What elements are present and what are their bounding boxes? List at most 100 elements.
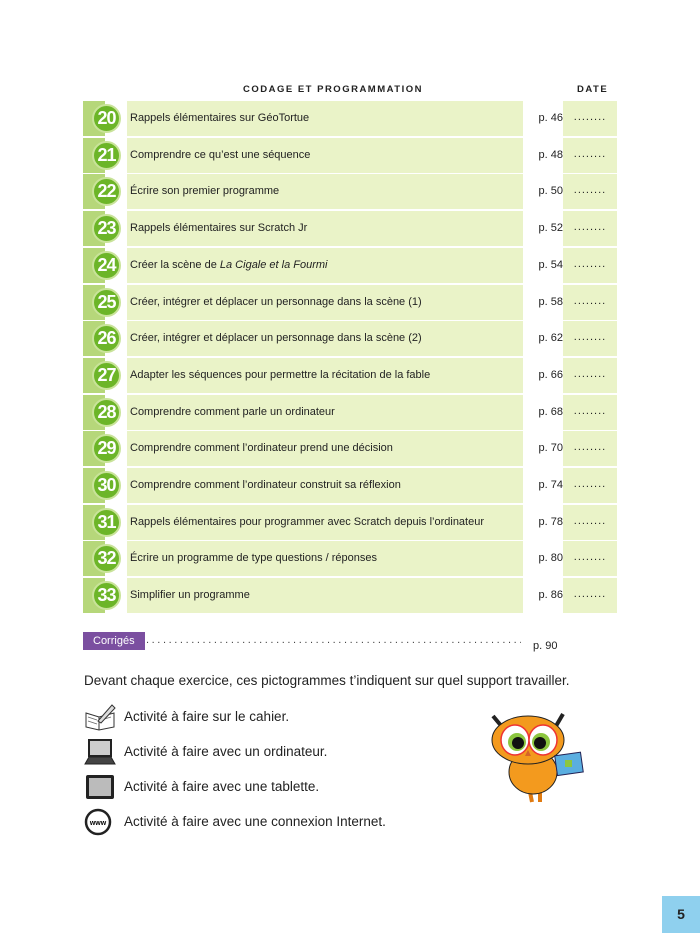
row-title-text: Rappels élémentaires pour programmer ave… [130,515,485,528]
row-number-badge: 30 [92,471,121,500]
row-date-field[interactable]: ........ [563,174,617,210]
row-number-badge: 22 [92,177,121,207]
toc-row[interactable]: 26 Créer, intégrer et déplacer un person… [83,321,617,357]
toc-row[interactable]: 20 Rappels élémentaires sur GéoTortue p.… [83,101,617,136]
row-title-text: Créer la scène de [130,258,220,271]
row-title[interactable]: Créer la scène de La Cigale et la Fourmi [127,247,523,283]
row-title-text: Rappels élémentaires sur GéoTortue [130,112,310,124]
row-page: p. 46 [538,112,563,124]
row-date-field[interactable]: ........ [563,247,617,283]
row-number-badge: 21 [92,140,121,170]
toc-row[interactable]: 29 Comprendre comment l’ordinateur prend… [83,431,617,467]
toc-row[interactable]: 32 Écrire un programme de type questions… [83,541,617,577]
row-page: p. 66 [538,368,563,381]
www-globe-icon: www [84,808,112,836]
row-page: p. 62 [538,332,563,345]
row-page: p. 78 [538,515,563,528]
row-title[interactable]: Écrire un programme de type questions / … [127,541,523,577]
row-date-field[interactable]: ........ [563,578,617,614]
row-number-badge: 29 [92,434,121,464]
toc-row[interactable]: 31 Rappels élémentaires pour programmer … [83,504,617,540]
legend-text: Activité à faire avec un ordinateur. [124,744,328,759]
notebook-pen-icon [85,704,116,731]
row-title-text: Écrire son premier programme [130,185,280,198]
row-title-text: Adapter les séquences pour permettre la … [130,368,431,381]
date-header: DATE [577,84,609,95]
row-number-badge: 25 [92,287,121,317]
legend-text: Activité à faire sur le cahier. [124,709,290,724]
legend-text: Activité à faire avec une connexion Inte… [124,814,386,829]
row-title-text: Comprendre comment l’ordinateur prend un… [130,442,393,455]
row-page: p. 74 [538,479,563,491]
intro-text: Devant chaque exercice, ces pictogrammes… [84,673,570,688]
owl-mascot-illustration [491,712,584,803]
row-date-field[interactable]: ........ [563,211,617,247]
row-number-badge: 24 [92,250,121,280]
row-title-text: Créer, intégrer et déplacer un personnag… [130,332,422,345]
row-title-italic: La Cigale et la Fourmi [219,258,328,271]
row-page: p. 52 [538,222,563,235]
row-date-field[interactable]: ........ [563,394,617,430]
row-number-badge: 20 [92,104,121,133]
row-title-text: Comprendre ce qu’est une séquence [130,148,311,161]
row-date-field[interactable]: ........ [563,137,617,173]
toc-row[interactable]: 27 Adapter les séquences pour permettre … [83,357,617,393]
tablet-icon [86,775,114,799]
row-title-text: Rappels élémentaires sur Scratch Jr [130,222,308,235]
toc-row[interactable]: 23 Rappels élémentaires sur Scratch Jr p… [83,211,617,247]
row-date-field[interactable]: ........ [563,541,617,577]
row-number-badge: 33 [92,581,121,611]
row-page: p. 58 [538,295,563,308]
row-page: p. 54 [538,258,563,271]
row-title[interactable]: Créer, intégrer et déplacer un personnag… [127,284,523,320]
row-title-text: Comprendre comment parle un ordinateur [130,405,335,418]
row-title[interactable]: Créer, intégrer et déplacer un personnag… [127,321,523,357]
row-title[interactable]: Simplifier un programme [127,578,523,614]
row-number-badge: 31 [92,507,121,537]
row-title[interactable]: Rappels élémentaires sur Scratch Jr [127,211,523,247]
toc-row[interactable]: 22 Écrire son premier programme p. 50 ..… [83,174,617,210]
row-number-badge: 32 [92,544,121,574]
svg-text:www: www [89,820,107,827]
corriges-label[interactable]: Corrigés [83,632,145,650]
row-title[interactable]: Écrire son premier programme [127,174,523,210]
row-title[interactable]: Comprendre comment parle un ordinateur [127,394,523,430]
legend-text: Activité à faire avec une tablette. [124,779,320,794]
row-title-text: Comprendre comment l’ordinateur construi… [130,479,401,491]
row-date-field[interactable]: ........ [563,357,617,393]
row-date-field[interactable]: ........ [563,431,617,467]
row-page: p. 80 [538,552,563,565]
toc-row[interactable]: 25 Créer, intégrer et déplacer un person… [83,284,617,320]
row-page: p. 48 [538,148,563,161]
row-date-field[interactable]: ........ [563,101,617,136]
toc-row[interactable]: 30 Comprendre comment l’ordinateur const… [83,468,617,503]
toc-row[interactable]: 28 Comprendre comment parle un ordinateu… [83,394,617,430]
laptop-icon [84,739,116,765]
row-number-badge: 23 [92,214,121,244]
corriges-page: p. 90 [533,640,558,652]
row-title[interactable]: Adapter les séquences pour permettre la … [127,357,523,393]
row-number-badge: 27 [92,360,121,390]
row-date-field[interactable]: ........ [563,321,617,357]
row-title[interactable]: Comprendre comment l’ordinateur construi… [127,468,523,503]
row-date-field[interactable]: ........ [563,468,617,503]
row-number-badge: 26 [92,324,121,354]
toc-row[interactable]: 33 Simplifier un programme p. 86 .......… [83,578,617,614]
row-page: p. 68 [538,405,563,418]
page-number: 5 [662,896,700,933]
row-title[interactable]: Rappels élémentaires pour programmer ave… [127,504,523,540]
row-title-text: Simplifier un programme [130,589,250,602]
row-page: p. 50 [538,185,563,198]
row-title[interactable]: Comprendre ce qu’est une séquence [127,137,523,173]
leader-dots: ........................................… [146,634,521,646]
row-title[interactable]: Rappels élémentaires sur GéoTortue [127,101,523,136]
toc-row[interactable]: 24 Créer la scène de La Cigale et la Fou… [83,247,617,283]
row-date-field[interactable]: ........ [563,284,617,320]
toc-row[interactable]: 21 Comprendre ce qu’est une séquence p. … [83,137,617,173]
row-title[interactable]: Comprendre comment l’ordinateur prend un… [127,431,523,467]
row-number-badge: 28 [92,397,121,427]
row-date-field[interactable]: ........ [563,504,617,540]
row-title-text: Écrire un programme de type questions / … [130,552,378,565]
row-page: p. 70 [538,442,563,455]
